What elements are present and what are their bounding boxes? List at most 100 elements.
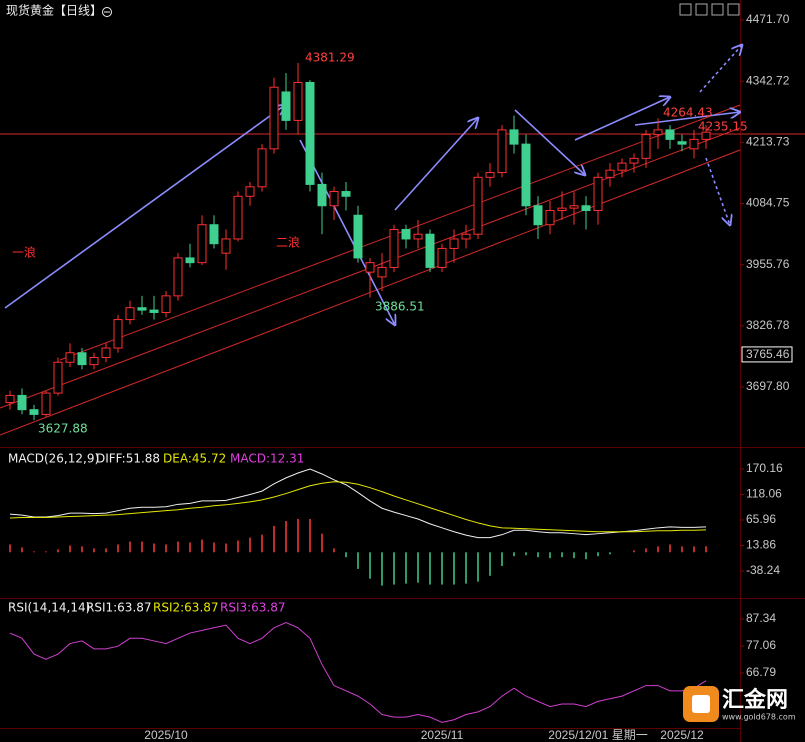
- candle-body: [665, 129, 675, 140]
- candle-body: [473, 176, 483, 235]
- y-tick-label: 87.34: [746, 611, 776, 625]
- indicator-line: [9, 468, 707, 539]
- candle-body: [257, 148, 267, 188]
- candle-body: [653, 129, 663, 136]
- candle-body: [113, 319, 123, 349]
- candle-body: [101, 347, 111, 359]
- trend-arrows: [4, 45, 742, 325]
- candle-body: [389, 228, 399, 268]
- indicator-line: [9, 621, 707, 723]
- y-tick-label: 4471.70: [746, 12, 790, 26]
- legend-item: RSI3:63.87: [220, 601, 286, 615]
- annotation-last: 4235.15: [698, 120, 748, 134]
- candle-body: [689, 138, 699, 150]
- candle-body: [437, 247, 447, 268]
- indicator-line: [9, 481, 707, 533]
- candle-body: [401, 228, 411, 240]
- y-tick-label: 77.06: [746, 638, 776, 652]
- x-tick-label: 2025/12/01 星期一: [548, 728, 647, 742]
- candle-body: [137, 307, 147, 311]
- candle-body: [341, 191, 351, 197]
- candle-body: [245, 186, 255, 197]
- candle-body: [29, 409, 39, 415]
- legend-item: RSI1:63.87: [86, 601, 152, 615]
- collapse-icon[interactable]: [102, 7, 112, 17]
- legend-item: RSI2:63.87: [153, 601, 219, 615]
- y-tick-label: 4084.75: [746, 196, 790, 210]
- candle-body: [305, 81, 315, 185]
- candle-body: [629, 157, 639, 164]
- logo-url: www.gold678.com: [722, 713, 796, 722]
- y-tick-label: 3826.78: [746, 318, 790, 332]
- candle-body: [485, 172, 495, 178]
- candle-body: [677, 141, 687, 145]
- logo-icon-inner: [692, 695, 710, 713]
- annotation-recent-high: 4264.43: [663, 106, 713, 120]
- logo-name: 汇金网: [722, 687, 788, 713]
- candle-body: [197, 224, 207, 264]
- candle-body: [221, 238, 231, 254]
- marks: 4471.70 4342.72 4213.73 4084.75 3955.76 3826.…: [5, 12, 793, 742]
- candle-body: [641, 134, 651, 159]
- candle-body: [593, 176, 603, 212]
- y-tick-label: 170.16: [746, 461, 783, 475]
- candle-body: [77, 352, 87, 366]
- candle-body: [413, 233, 423, 240]
- annotation-wave: 一浪: [12, 245, 36, 260]
- candle-body: [545, 210, 555, 226]
- candle-body: [461, 233, 471, 240]
- legend-item: MACD:12.31: [230, 452, 304, 466]
- legend-item: MACD(26,12,9): [8, 452, 99, 466]
- candle-body: [149, 309, 159, 313]
- annotation-low: 3627.88: [38, 422, 88, 436]
- candle-body: [533, 205, 543, 226]
- candle-body: [269, 86, 279, 150]
- candle-body: [377, 266, 387, 278]
- chart-title: 现货黄金【日线】: [6, 3, 102, 18]
- candle-body: [353, 214, 363, 259]
- x-tick-label: 2025/10: [144, 728, 188, 742]
- candle-body: [209, 224, 219, 245]
- x-tick-label: 2025/12: [660, 728, 704, 742]
- candle-body: [581, 205, 591, 212]
- candle-body: [449, 238, 459, 249]
- annotation-swing-low: 3886.51: [375, 300, 425, 314]
- y-tick-label: -38.24: [746, 563, 780, 577]
- candle-body: [365, 262, 375, 273]
- candle-body: [425, 233, 435, 268]
- y-tick-label: 3955.76: [746, 257, 790, 271]
- candle-body: [53, 361, 63, 394]
- y-tick-label: 4342.72: [746, 73, 790, 87]
- toolbar-icons[interactable]: [679, 3, 740, 16]
- candle-body: [557, 207, 567, 212]
- y-tick-label: 65.96: [746, 512, 776, 526]
- channel-lines: [0, 104, 805, 436]
- price-marker-box: [741, 346, 793, 363]
- candle-body: [41, 392, 51, 415]
- y-tick-label: 66.79: [746, 665, 776, 679]
- y-tick-label: 4213.73: [746, 135, 790, 149]
- candle-body: [233, 195, 243, 240]
- candle-body: [521, 143, 531, 207]
- candle-body: [173, 257, 183, 297]
- annotation-wave: 二浪: [276, 235, 300, 250]
- candle-body: [569, 205, 579, 209]
- candle-body: [5, 394, 15, 404]
- candle-body: [329, 191, 339, 207]
- candle-body: [281, 91, 291, 121]
- candle-body: [605, 169, 615, 178]
- candle-body: [701, 131, 711, 140]
- candle-body: [293, 81, 303, 121]
- price-marker: 3765.46: [746, 347, 790, 361]
- candle-body: [185, 257, 195, 264]
- candle-body: [89, 357, 99, 366]
- candle-body: [161, 295, 171, 313]
- candle-body: [617, 162, 627, 171]
- candle-body: [17, 394, 27, 411]
- candle-body: [125, 307, 135, 321]
- legend-item: DEA:45.72: [163, 452, 226, 466]
- annotation-high: 4381.29: [305, 51, 355, 65]
- candle-body: [317, 183, 327, 207]
